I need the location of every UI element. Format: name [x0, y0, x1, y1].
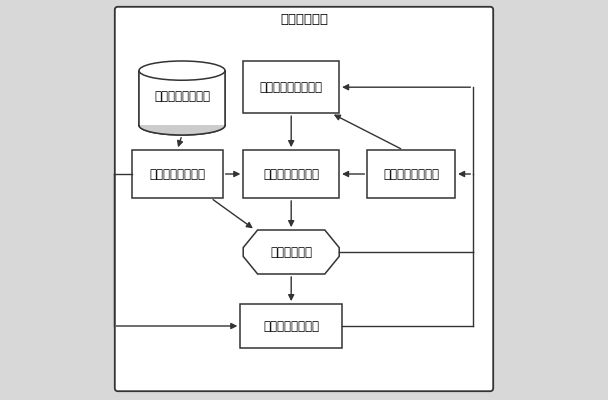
Bar	[243, 61, 339, 113]
Ellipse shape	[139, 116, 225, 135]
Text: 匹配检验系统: 匹配检验系统	[280, 13, 328, 26]
Bar	[240, 304, 342, 348]
Polygon shape	[243, 230, 339, 274]
Bar	[243, 150, 339, 198]
Text: 信息缓存模块: 信息缓存模块	[270, 246, 312, 258]
Text: 匹配对象处理模块: 匹配对象处理模块	[383, 168, 439, 180]
Text: 匹配基准处理模块: 匹配基准处理模块	[149, 168, 205, 180]
Text: 任务更改判断模块: 任务更改判断模块	[263, 320, 319, 332]
Bar	[131, 150, 223, 198]
Bar	[139, 71, 225, 125]
Text: 匹配检验处理模块: 匹配检验处理模块	[263, 168, 319, 180]
Text: 安装件更换判断模块: 安装件更换判断模块	[260, 81, 323, 94]
Ellipse shape	[139, 116, 225, 135]
Bar	[367, 150, 455, 198]
FancyBboxPatch shape	[115, 7, 493, 391]
Ellipse shape	[139, 61, 225, 80]
Text: 匹配数据存储模块: 匹配数据存储模块	[154, 90, 210, 102]
